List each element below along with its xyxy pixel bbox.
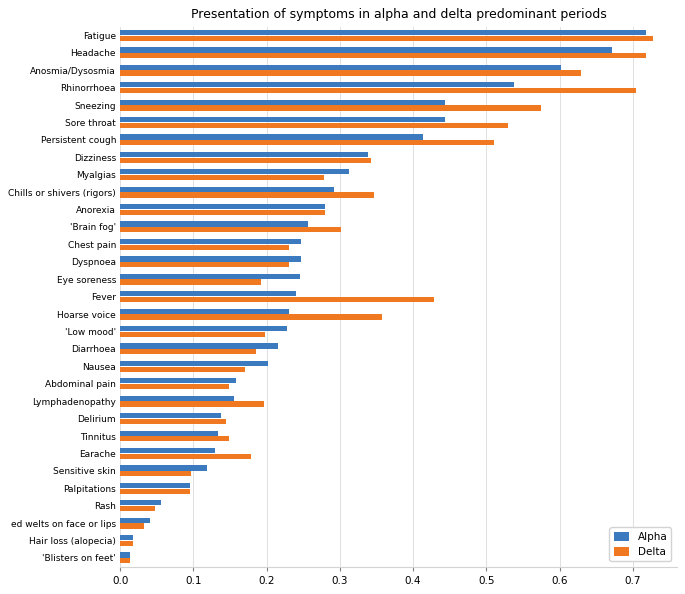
Bar bbox=[121, 36, 653, 41]
Bar bbox=[121, 105, 541, 110]
Bar bbox=[121, 30, 646, 35]
Bar bbox=[121, 117, 445, 122]
Bar bbox=[121, 343, 277, 349]
Bar bbox=[121, 413, 221, 418]
Bar bbox=[121, 402, 264, 407]
Bar bbox=[121, 245, 288, 250]
Bar bbox=[121, 517, 149, 523]
Bar bbox=[121, 483, 190, 488]
Bar bbox=[121, 436, 229, 441]
Bar bbox=[121, 140, 494, 146]
Bar bbox=[121, 239, 301, 244]
Bar bbox=[121, 152, 368, 157]
Bar bbox=[121, 541, 134, 546]
Bar bbox=[121, 309, 288, 314]
Bar bbox=[121, 431, 218, 436]
Bar bbox=[121, 65, 561, 70]
Bar bbox=[121, 361, 268, 366]
Bar bbox=[121, 454, 251, 459]
Bar bbox=[121, 384, 229, 389]
Legend: Alpha, Delta: Alpha, Delta bbox=[610, 527, 671, 561]
Bar bbox=[121, 523, 144, 529]
Bar bbox=[121, 314, 382, 320]
Bar bbox=[121, 419, 227, 424]
Bar bbox=[121, 349, 256, 355]
Bar bbox=[121, 169, 349, 175]
Bar bbox=[121, 332, 265, 337]
Bar bbox=[121, 222, 308, 227]
Bar bbox=[121, 187, 334, 192]
Bar bbox=[121, 71, 582, 75]
Bar bbox=[121, 471, 191, 476]
Bar bbox=[121, 558, 129, 564]
Bar bbox=[121, 500, 160, 505]
Bar bbox=[121, 396, 234, 401]
Bar bbox=[121, 134, 423, 140]
Bar bbox=[121, 257, 301, 261]
Bar bbox=[121, 175, 324, 180]
Bar bbox=[121, 274, 299, 279]
Bar bbox=[121, 280, 261, 285]
Bar bbox=[121, 204, 325, 209]
Bar bbox=[121, 210, 325, 215]
Bar bbox=[121, 262, 288, 267]
Bar bbox=[121, 123, 508, 128]
Bar bbox=[121, 465, 207, 470]
Bar bbox=[121, 82, 514, 87]
Bar bbox=[121, 326, 287, 331]
Title: Presentation of symptoms in alpha and delta predominant periods: Presentation of symptoms in alpha and de… bbox=[190, 8, 606, 21]
Bar bbox=[121, 488, 190, 494]
Bar bbox=[121, 448, 215, 453]
Bar bbox=[121, 157, 371, 163]
Bar bbox=[121, 506, 155, 511]
Bar bbox=[121, 535, 134, 541]
Bar bbox=[121, 552, 129, 558]
Bar bbox=[121, 366, 245, 372]
Bar bbox=[121, 53, 646, 58]
Bar bbox=[121, 297, 434, 302]
Bar bbox=[121, 48, 612, 52]
Bar bbox=[121, 228, 341, 232]
Bar bbox=[121, 192, 374, 198]
Bar bbox=[121, 100, 445, 105]
Bar bbox=[121, 88, 636, 93]
Bar bbox=[121, 291, 296, 296]
Bar bbox=[121, 378, 236, 384]
